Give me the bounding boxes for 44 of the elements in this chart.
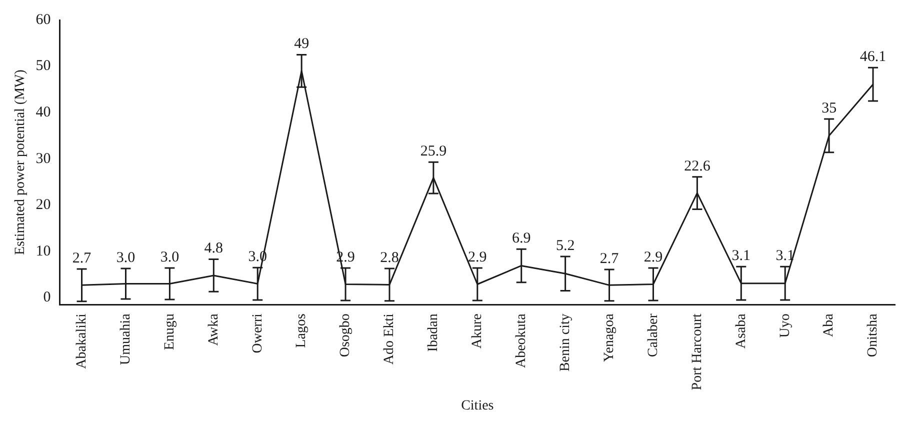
y-tick-label: 60 [36, 12, 51, 28]
data-label: 2.9 [468, 249, 487, 266]
data-label: 35 [822, 100, 837, 116]
x-tick-label: Aba [822, 312, 837, 337]
x-tick-label: Umuahia [118, 312, 134, 365]
data-label: 6.9 [512, 230, 531, 247]
x-tick-label: Ado Ekti [382, 314, 398, 365]
y-tick-label: 50 [36, 58, 51, 74]
data-label: 46.1 [860, 49, 886, 66]
y-tick-label: 20 [36, 197, 51, 214]
x-tick-label: Ibadan [426, 314, 442, 352]
data-label: 3.1 [732, 248, 751, 264]
y-tick-label: 0 [43, 290, 51, 306]
data-label: 4.8 [204, 240, 224, 257]
y-tick-label: 30 [36, 150, 51, 167]
data-label: 2.7 [72, 250, 92, 266]
x-tick-label: Awka [206, 312, 222, 346]
x-tick-label: Lagos [294, 314, 310, 348]
x-tick-label: Yenagoa [602, 312, 617, 362]
y-tick-label: 10 [36, 243, 51, 260]
data-label: 2.7 [600, 250, 620, 267]
y-tick-label: 40 [36, 104, 51, 120]
data-label: 3.0 [160, 249, 180, 266]
x-tick-label: Abeokuta [514, 312, 530, 368]
x-tick-label: Osogbo [338, 314, 354, 358]
x-tick-label: Asaba [734, 312, 749, 349]
x-tick-label: Calaber [646, 313, 661, 358]
x-tick-label: Onitsha [866, 312, 881, 358]
data-label: 3.0 [116, 250, 136, 266]
x-tick-label: Enugu [162, 314, 178, 350]
data-label: 25.9 [420, 144, 447, 160]
data-label: 5.2 [556, 238, 575, 254]
x-tick-label: Abakaliki [74, 314, 90, 369]
y-axis-title: Estimated power potential (MW) [13, 69, 28, 256]
x-tick-label: Owerri [250, 314, 266, 354]
x-axis-title: Cities [461, 398, 494, 414]
data-label: 49 [294, 36, 310, 52]
x-tick-label: Akure [470, 314, 486, 349]
x-tick-label: Benin city [558, 314, 573, 372]
data-label: 2.9 [644, 249, 663, 266]
data-label: 22.6 [684, 158, 711, 174]
x-tick-label: Uyo [778, 314, 793, 338]
data-label: 2.8 [380, 250, 399, 266]
x-tick-label: Port Harcourt [690, 314, 705, 390]
